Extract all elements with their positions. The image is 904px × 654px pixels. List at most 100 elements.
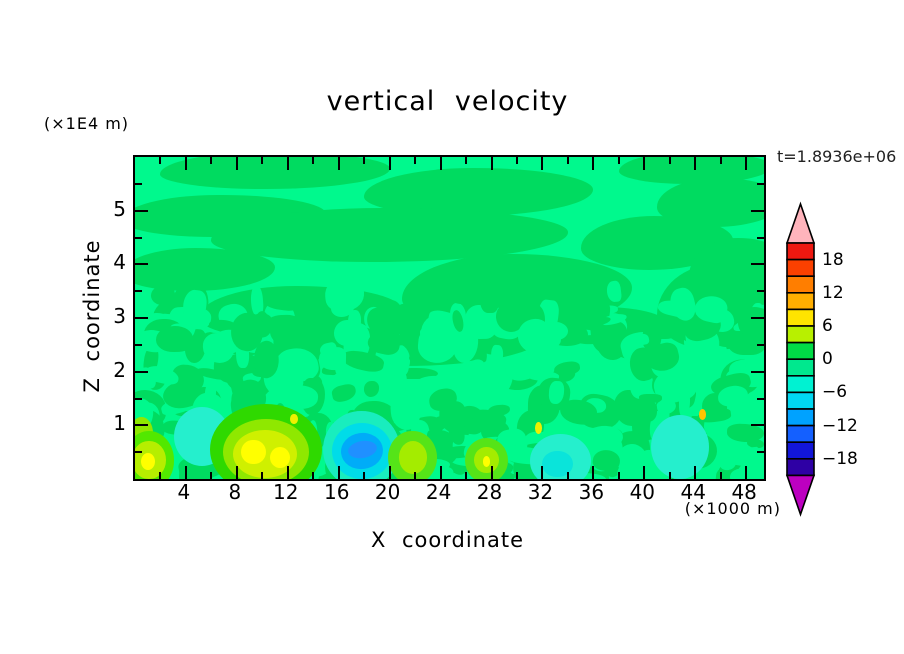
axis-tick [617, 472, 620, 479]
axis-tick [261, 472, 264, 479]
axis-tick [135, 263, 148, 266]
time-annotation: t=1.8936e+06 [777, 147, 897, 166]
axis-tick [757, 451, 764, 454]
contour-region [155, 325, 194, 354]
axis-tick [312, 472, 315, 479]
colorbar-segment [786, 308, 815, 327]
x-tick-label: 28 [476, 480, 503, 504]
colorbar-label: 12 [822, 282, 844, 303]
contour-region [482, 455, 491, 467]
contour-region [650, 414, 710, 479]
axis-tick [135, 451, 142, 454]
axis-tick [210, 157, 213, 164]
contour-plot-area [133, 155, 766, 481]
x-tick-label: 8 [228, 480, 242, 504]
axis-tick [745, 466, 748, 479]
axis-tick [286, 157, 289, 170]
axis-tick [668, 472, 671, 479]
axis-tick [592, 466, 595, 479]
x-tick-label: 36 [578, 480, 605, 504]
axis-tick [286, 466, 289, 479]
colorbar-segment [786, 325, 815, 344]
axis-tick [184, 466, 187, 479]
axis-tick [312, 157, 315, 164]
axis-tick [490, 466, 493, 479]
colorbar-label: 0 [822, 349, 833, 370]
axis-tick [414, 472, 417, 479]
axis-tick [388, 157, 391, 170]
contour-region [398, 441, 427, 474]
colorbar-segment [786, 458, 815, 477]
colorbar-segment [786, 242, 815, 261]
axis-tick [719, 472, 722, 479]
axis-tick [337, 157, 340, 170]
axis-tick [751, 317, 764, 319]
axis-tick [159, 157, 162, 164]
axis-tick [235, 466, 238, 479]
x-tick-label: 24 [425, 480, 452, 504]
y-tick-label: 3 [113, 304, 126, 328]
y-tick-label: 1 [113, 411, 126, 436]
colorbar [785, 201, 816, 517]
axis-tick [751, 209, 764, 212]
y-tick-label: 4 [113, 250, 126, 275]
axis-tick [363, 472, 366, 479]
x-tick-label: 4 [177, 480, 191, 504]
axis-tick [751, 370, 764, 373]
colorbar-segment [786, 341, 815, 361]
contour-region [160, 157, 390, 190]
axis-tick [757, 236, 764, 239]
colorbar-segment [786, 358, 815, 377]
x-tick-label: 16 [323, 480, 350, 504]
y-axis-unit-label: (×1E4 m) [44, 114, 130, 133]
colorbar-segment [786, 275, 815, 294]
x-tick-label: 44 [680, 480, 706, 504]
axis-tick [261, 157, 264, 164]
x-tick-label: 12 [273, 480, 299, 504]
colorbar-segment [786, 408, 815, 427]
axis-tick [592, 157, 595, 170]
axis-tick [719, 157, 722, 164]
axis-tick [363, 157, 366, 164]
axis-tick [757, 290, 764, 293]
axis-tick [388, 466, 391, 479]
chart-title: vertical velocity [326, 86, 569, 117]
axis-tick [135, 424, 148, 427]
axis-tick [135, 290, 142, 293]
contour-region [290, 413, 298, 425]
colorbar-segment [786, 391, 815, 410]
contour-region [699, 409, 707, 420]
axis-tick [184, 157, 187, 170]
axis-tick [135, 397, 142, 400]
contour-region [241, 439, 266, 465]
axis-tick [757, 397, 764, 400]
axis-tick [439, 157, 442, 170]
axis-tick [751, 263, 764, 266]
contour-region [347, 309, 361, 334]
x-tick-label: 40 [629, 480, 656, 504]
axis-tick [135, 370, 148, 373]
axis-tick [643, 157, 646, 170]
colorbar-segment [786, 441, 815, 460]
colorbar-segment [786, 292, 815, 311]
colorbar-label: −12 [822, 415, 858, 436]
axis-tick [745, 157, 748, 170]
contour-region [548, 380, 564, 404]
x-tick-label: 20 [374, 480, 401, 504]
axis-tick [617, 157, 620, 164]
contour-region [364, 167, 594, 217]
x-axis-unit-label: (×1000 m) [684, 499, 781, 518]
axis-tick [465, 157, 468, 164]
y-tick-label: 5 [113, 196, 126, 221]
axis-tick [751, 424, 764, 427]
axis-tick [757, 343, 764, 346]
axis-tick [515, 157, 518, 164]
axis-tick [337, 466, 340, 479]
axis-tick [566, 472, 569, 479]
contour-region [638, 393, 662, 404]
axis-tick [135, 236, 142, 239]
colorbar-label: −18 [822, 448, 858, 469]
axis-tick [210, 472, 213, 479]
axis-tick [757, 182, 764, 185]
axis-tick [541, 466, 544, 479]
